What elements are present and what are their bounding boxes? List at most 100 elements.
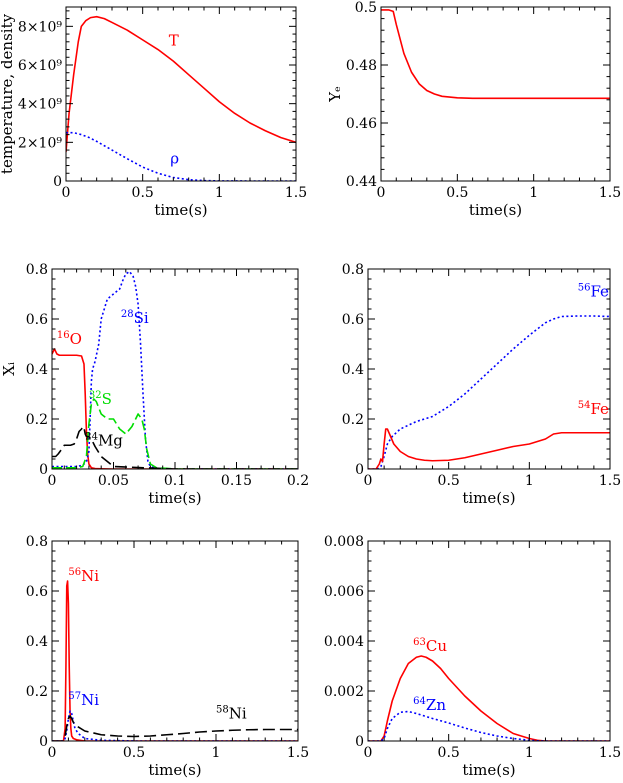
x-tick-label: 0 bbox=[364, 473, 373, 489]
y-tick-label: 0 bbox=[39, 462, 48, 478]
x-tick-label: 0.5 bbox=[438, 473, 460, 489]
x-tick-label: 0 bbox=[62, 185, 71, 201]
y-tick-label: 0.2 bbox=[342, 412, 364, 428]
y-tick-label: 0 bbox=[355, 462, 364, 478]
label-symbol: Fe bbox=[590, 400, 609, 418]
label-mass-number: 63 bbox=[413, 637, 426, 648]
series-line-Ye bbox=[381, 9, 610, 100]
series-label: 56Fe bbox=[578, 283, 609, 301]
label-symbol: Si bbox=[134, 309, 149, 327]
x-tick-label: 0 bbox=[48, 745, 57, 761]
label-symbol: Mg bbox=[98, 431, 123, 449]
x-tick-label: 0.1 bbox=[164, 473, 186, 489]
y-axis-label: temperature, density bbox=[0, 13, 16, 174]
series-label: 32S bbox=[89, 390, 112, 408]
x-tick-label: 0.5 bbox=[438, 745, 460, 761]
y-tick-label: 0 bbox=[53, 174, 62, 190]
label-mass-number: 54 bbox=[578, 400, 591, 411]
series-label: 58Ni bbox=[216, 705, 247, 723]
x-tick-label: 1.5 bbox=[599, 473, 621, 489]
chart-panel-p1: 0 0.5 1 1.5 0 2×10⁹ 4×10⁹ 6×10⁹ 8×10⁹ time(s) temp… bbox=[0, 6, 307, 219]
x-tick-label: 0.5 bbox=[132, 185, 154, 201]
y-tick-label: 0.4 bbox=[342, 362, 364, 378]
y-tick-label: 0 bbox=[39, 734, 48, 750]
x-tick-label: 0.05 bbox=[98, 473, 129, 489]
chart-panel-p6: 0 0.5 1 1.5 0 0.002 0.004 0.006 0.008 time(s) 63Cu… bbox=[324, 534, 621, 779]
plot-frame bbox=[65, 6, 297, 182]
x-tick-label: 0.2 bbox=[287, 473, 309, 489]
label-symbol: Ni bbox=[81, 567, 99, 585]
y-axis-label: Xᵢ bbox=[0, 362, 18, 376]
label-symbol: S bbox=[102, 390, 112, 408]
y-tick-label: 0.002 bbox=[324, 684, 364, 700]
y-tick-label: 0.2 bbox=[26, 412, 48, 428]
x-tick-label: 1.5 bbox=[599, 745, 621, 761]
y-tick-label: 0.48 bbox=[346, 58, 377, 74]
y-tick-label: 0.44 bbox=[346, 174, 377, 190]
series-label: T bbox=[169, 32, 179, 50]
x-tick-label: 1.5 bbox=[287, 745, 309, 761]
series-line- bbox=[66, 131, 296, 181]
x-axis-label: time(s) bbox=[462, 761, 515, 779]
x-tick-label: 1 bbox=[215, 185, 224, 201]
label-mass-number: 24 bbox=[85, 431, 98, 442]
series-line-63Cu bbox=[368, 655, 610, 741]
label-symbol: Zn bbox=[426, 696, 446, 714]
x-axis-label: time(s) bbox=[148, 761, 201, 779]
x-tick-label: 1 bbox=[212, 745, 221, 761]
label-symbol: Ni bbox=[81, 691, 99, 709]
series-label: 56Ni bbox=[68, 567, 99, 585]
series-label: 28Si bbox=[121, 309, 149, 327]
plot-frame bbox=[380, 6, 611, 182]
label-mass-number: 56 bbox=[578, 283, 591, 294]
x-axis-label: time(s) bbox=[462, 489, 515, 507]
y-tick-label: 2×10⁹ bbox=[18, 135, 62, 151]
series-line-54Fe bbox=[368, 428, 610, 469]
y-tick-label: 0.5 bbox=[355, 0, 377, 16]
label-symbol: Ni bbox=[229, 705, 247, 723]
y-tick-label: 0.6 bbox=[26, 584, 48, 600]
y-tick-label: 0.6 bbox=[26, 312, 48, 328]
series-label: ρ bbox=[170, 150, 179, 168]
label-mass-number: 56 bbox=[68, 567, 81, 578]
x-tick-label: 1.5 bbox=[599, 185, 621, 201]
y-tick-label: 0.46 bbox=[346, 116, 377, 132]
series-line-T bbox=[66, 15, 296, 153]
label-symbol: O bbox=[70, 330, 82, 348]
y-tick-label: 4×10⁹ bbox=[18, 97, 62, 113]
x-tick-label: 1.5 bbox=[285, 185, 307, 201]
series-line-16O bbox=[52, 348, 298, 469]
series-label: 63Cu bbox=[413, 637, 447, 655]
x-axis-label: time(s) bbox=[469, 201, 522, 219]
y-tick-label: 0.4 bbox=[26, 634, 48, 650]
label-mass-number: 57 bbox=[68, 691, 81, 702]
x-tick-label: 1 bbox=[525, 473, 534, 489]
series-label: 16O bbox=[57, 330, 82, 348]
plot-frame bbox=[367, 268, 611, 470]
x-tick-label: 0.15 bbox=[221, 473, 252, 489]
label-mass-number: 64 bbox=[413, 696, 426, 707]
series-label: 24Mg bbox=[85, 431, 123, 449]
y-tick-label: 0.008 bbox=[324, 534, 364, 550]
series-line-56Ni bbox=[52, 580, 298, 741]
label-symbol: Fe bbox=[590, 283, 609, 301]
y-tick-label: 8×10⁹ bbox=[18, 19, 62, 35]
plot-frame bbox=[367, 540, 611, 742]
chart-panel-p3: 0 0.05 0.1 0.15 0.2 0 0.2 0.4 0.6 0.8 time(s) Xᵢ 16O… bbox=[0, 262, 309, 507]
y-tick-label: 0.8 bbox=[26, 262, 48, 278]
label-mass-number: 16 bbox=[57, 330, 70, 341]
series-line-56Fe bbox=[368, 315, 610, 469]
x-tick-label: 0 bbox=[377, 185, 386, 201]
series-line-64Zn bbox=[368, 710, 610, 741]
y-tick-label: 0.6 bbox=[342, 312, 364, 328]
y-tick-label: 0 bbox=[355, 734, 364, 750]
series-line-32S bbox=[52, 398, 298, 469]
label-mass-number: 28 bbox=[121, 309, 134, 320]
y-tick-label: 0.2 bbox=[26, 684, 48, 700]
series-line-57Ni bbox=[52, 710, 298, 741]
x-tick-label: 1 bbox=[525, 745, 534, 761]
